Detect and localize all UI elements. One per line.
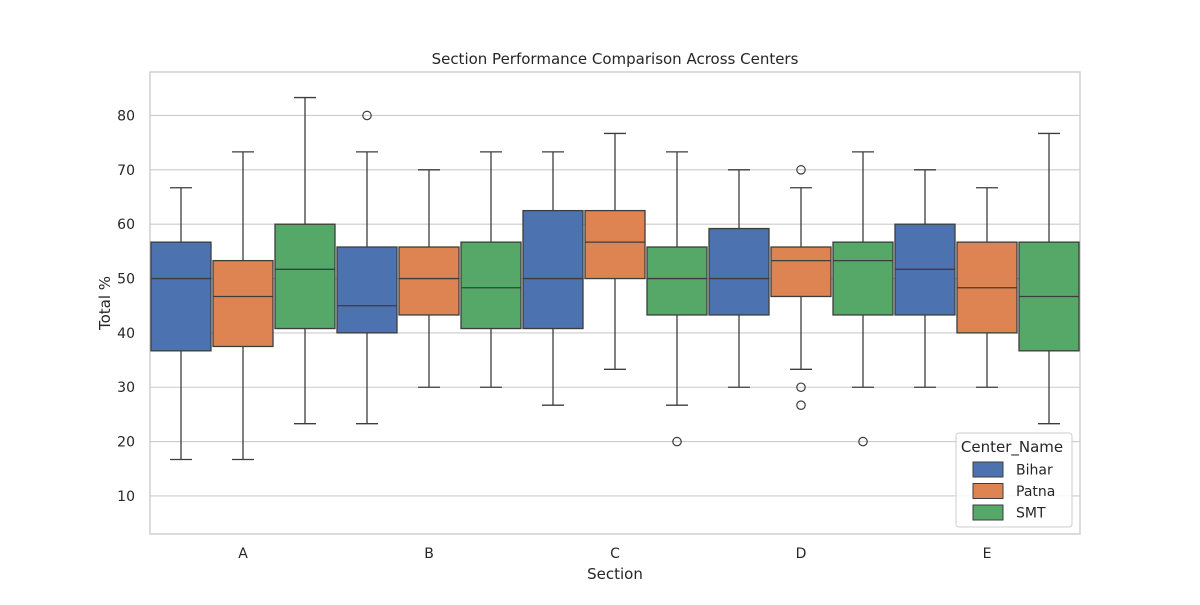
box-smt-b (460, 151, 522, 388)
y-tick-label: 20 (117, 435, 135, 451)
iqr-box (522, 209, 584, 330)
legend: Center_Name Bihar Patna SMT (955, 432, 1073, 528)
y-tick-label: 70 (117, 163, 135, 179)
outlier-point (796, 382, 806, 393)
legend-label-smt: SMT (1016, 506, 1046, 522)
iqr-box (770, 246, 832, 298)
box-patna-b (398, 169, 460, 388)
y-axis-label: Total % (96, 276, 114, 331)
box-smt-d (832, 151, 894, 447)
outlier-point (672, 436, 682, 447)
iqr-box (398, 246, 460, 316)
x-axis-label: Section (587, 565, 643, 583)
box-bihar-a (150, 187, 212, 461)
y-tick-label: 30 (117, 380, 135, 396)
legend-label-bihar: Bihar (1016, 463, 1053, 479)
y-tick-label: 50 (117, 272, 135, 288)
iqr-box (460, 241, 522, 330)
legend-title: Center_Name (961, 438, 1063, 457)
y-tick-label: 60 (117, 217, 135, 233)
legend-swatch-smt (972, 504, 1004, 521)
legend-label-patna: Patna (1016, 484, 1055, 500)
box-patna-a (212, 151, 274, 461)
iqr-box (584, 209, 646, 280)
box-smt-a (274, 96, 336, 425)
chart-title: Section Performance Comparison Across Ce… (432, 50, 799, 68)
box-bihar-e (894, 169, 956, 388)
box-bihar-d (708, 169, 770, 388)
box-bihar-b (336, 110, 398, 425)
outlier-point (362, 110, 372, 121)
legend-swatch-bihar (972, 461, 1004, 478)
iqr-box (646, 246, 708, 316)
iqr-box (274, 223, 336, 330)
legend-frame (955, 432, 1073, 528)
y-tick-label: 40 (117, 326, 135, 342)
y-tick-label: 10 (117, 489, 135, 505)
x-tick-label: E (983, 546, 992, 562)
iqr-box (708, 227, 770, 316)
outlier-point (796, 165, 806, 175)
box-bihar-c (522, 151, 584, 406)
x-tick-label: B (424, 546, 434, 562)
outlier-point (858, 436, 868, 447)
x-tick-label: A (238, 546, 248, 562)
box-patna-e (956, 187, 1018, 388)
y-tick-label: 80 (117, 108, 135, 124)
plot-frame (149, 71, 1081, 535)
box-patna-d (770, 165, 832, 410)
iqr-box (212, 259, 274, 348)
iqr-box (150, 241, 212, 352)
x-tick-label: D (796, 546, 807, 562)
outlier-point (796, 400, 806, 410)
box-smt-c (646, 151, 708, 447)
legend-swatch-patna (972, 483, 1004, 499)
box-patna-c (584, 132, 646, 370)
x-tick-label: C (610, 546, 620, 562)
iqr-box (336, 246, 398, 334)
iqr-box (832, 241, 894, 316)
box-smt-e (1018, 132, 1080, 425)
